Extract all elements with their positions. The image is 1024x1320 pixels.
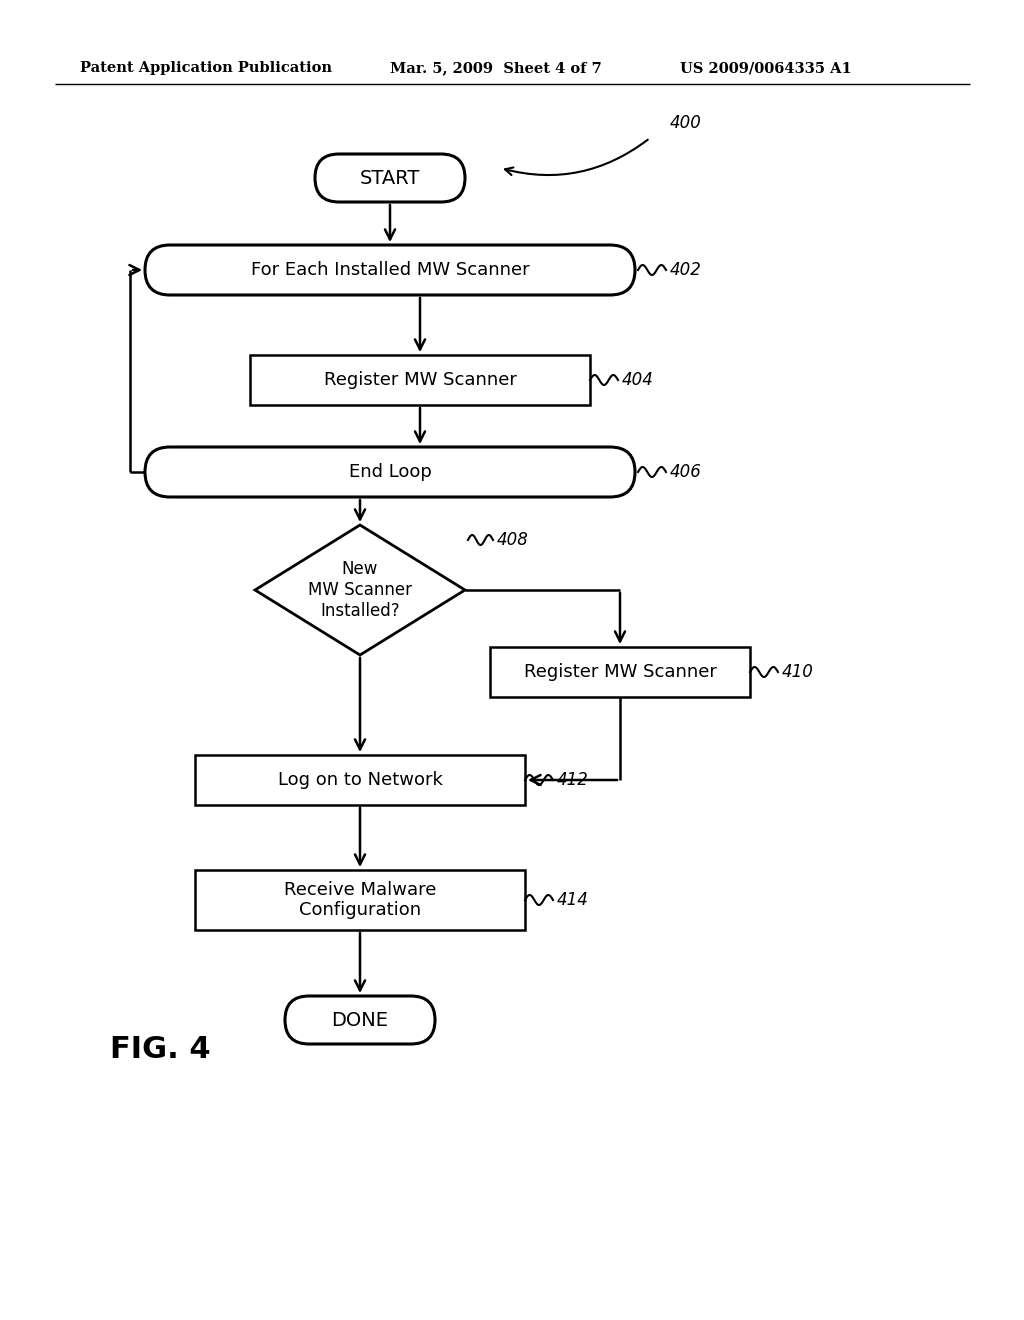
- Text: For Each Installed MW Scanner: For Each Installed MW Scanner: [251, 261, 529, 279]
- Bar: [195, 755, 525, 805]
- Text: 400: 400: [670, 114, 701, 132]
- Text: US 2009/0064335 A1: US 2009/0064335 A1: [680, 61, 852, 75]
- Bar: [195, 870, 525, 931]
- Text: FIG. 4: FIG. 4: [110, 1035, 211, 1064]
- Text: Patent Application Publication: Patent Application Publication: [80, 61, 332, 75]
- Text: 404: 404: [622, 371, 654, 389]
- FancyBboxPatch shape: [145, 447, 635, 498]
- FancyBboxPatch shape: [145, 246, 635, 294]
- Polygon shape: [255, 525, 465, 655]
- FancyBboxPatch shape: [285, 997, 435, 1044]
- Text: Register MW Scanner: Register MW Scanner: [523, 663, 717, 681]
- Text: Register MW Scanner: Register MW Scanner: [324, 371, 516, 389]
- Text: 408: 408: [497, 531, 528, 549]
- Text: 402: 402: [670, 261, 701, 279]
- Text: Mar. 5, 2009  Sheet 4 of 7: Mar. 5, 2009 Sheet 4 of 7: [390, 61, 602, 75]
- Text: DONE: DONE: [332, 1011, 388, 1030]
- Text: End Loop: End Loop: [348, 463, 431, 480]
- Text: Receive Malware
Configuration: Receive Malware Configuration: [284, 880, 436, 920]
- Text: 412: 412: [557, 771, 589, 789]
- Text: Log on to Network: Log on to Network: [278, 771, 442, 789]
- Text: START: START: [359, 169, 420, 187]
- Text: 410: 410: [782, 663, 814, 681]
- FancyBboxPatch shape: [315, 154, 465, 202]
- Bar: [490, 647, 750, 697]
- Bar: [250, 355, 590, 405]
- Text: New
MW Scanner
Installed?: New MW Scanner Installed?: [308, 560, 412, 620]
- Text: 414: 414: [557, 891, 589, 909]
- Text: 406: 406: [670, 463, 701, 480]
